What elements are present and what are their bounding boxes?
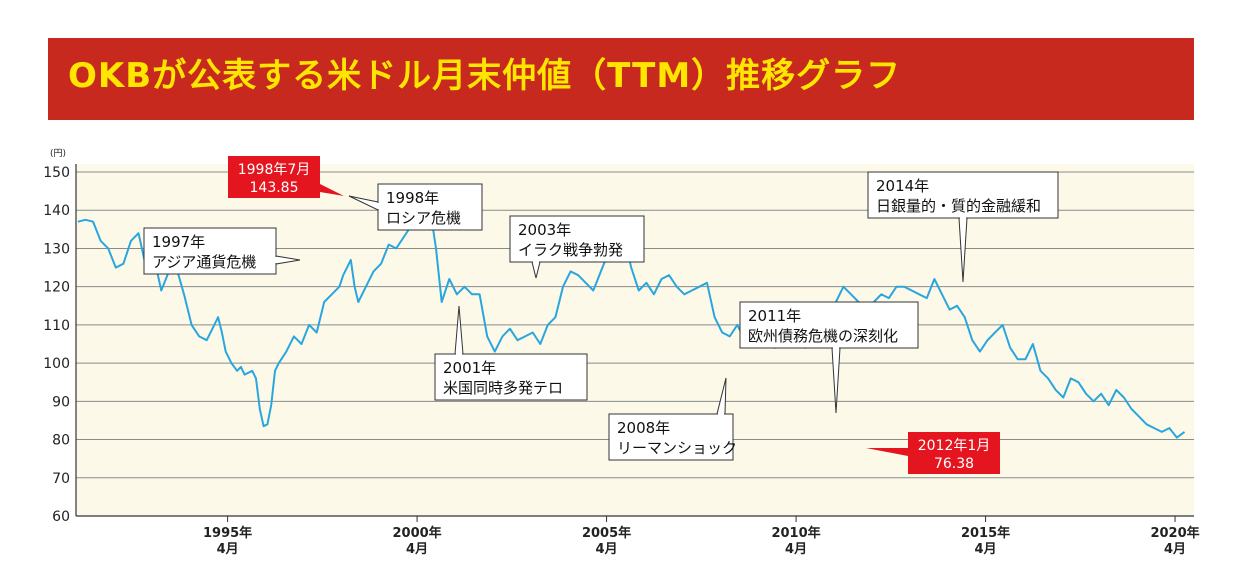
annotation-year: 2003年 <box>518 221 571 239</box>
y-tick-label: 120 <box>43 280 70 296</box>
callout-box <box>739 301 919 349</box>
annotation-year: 1997年 <box>152 233 205 251</box>
callout-box <box>143 227 277 275</box>
highlight-pointer <box>866 448 908 456</box>
annotation-year: 2011年 <box>748 307 801 325</box>
x-tick-label: 4月 <box>785 542 807 557</box>
y-tick-label: 70 <box>52 471 70 487</box>
annotation-event: 日銀量的・質的金融緩和 <box>876 197 1041 215</box>
y-tick-label: 110 <box>43 318 70 334</box>
y-tick-label: 140 <box>43 203 70 219</box>
highlight-date: 1998年7月 <box>238 162 311 178</box>
x-tick-label: 4月 <box>975 542 997 557</box>
highlight-value: 143.85 <box>250 180 299 196</box>
y-tick-label: 150 <box>43 165 70 181</box>
x-tick-label: 2010年 <box>771 525 820 541</box>
annotation-event: 欧州債務危機の深刻化 <box>748 327 898 345</box>
y-tick-label: 80 <box>52 433 70 449</box>
annotation-year: 2001年 <box>443 359 496 377</box>
annotation-year: 2014年 <box>876 177 929 195</box>
annotation-year: 1998年 <box>386 189 439 207</box>
x-tick-label: 2020年 <box>1150 525 1199 541</box>
x-tick-label: 4月 <box>1164 542 1186 557</box>
ttm-line-chart: 60708090100110120130140150(円)1995年4月2000… <box>43 148 1199 557</box>
y-tick-label: 90 <box>52 394 70 410</box>
annotation-event: リーマンショック <box>617 439 737 457</box>
y-unit-label: (円) <box>50 148 66 159</box>
x-tick-label: 4月 <box>596 542 618 557</box>
highlight-value: 76.38 <box>934 456 974 472</box>
highlight-box <box>228 156 320 198</box>
highlight-pointer <box>320 184 344 196</box>
title-bar: OKBが公表する米ドル月末仲値（TTM）推移グラフ <box>48 38 1194 120</box>
highlight-box <box>908 432 1000 474</box>
highlight-date: 2012年1月 <box>918 438 991 454</box>
callout-box <box>509 215 645 263</box>
series-line <box>77 194 1186 439</box>
callout-box <box>377 183 483 231</box>
chart-title: OKBが公表する米ドル月末仲値（TTM）推移グラフ <box>68 56 902 96</box>
y-tick-label: 60 <box>52 509 70 525</box>
x-tick-label: 2005年 <box>582 525 631 541</box>
annotation-event: イラク戦争勃発 <box>518 241 623 259</box>
x-tick-label: 4月 <box>406 542 428 557</box>
x-tick-label: 1995年 <box>203 525 252 541</box>
annotation-year: 2008年 <box>617 419 670 437</box>
callout-box <box>434 353 588 401</box>
annotation-event: ロシア危機 <box>386 209 461 227</box>
y-tick-label: 100 <box>43 356 70 372</box>
x-tick-label: 4月 <box>217 542 239 557</box>
annotation-event: アジア通貨危機 <box>152 253 256 271</box>
x-tick-label: 2000年 <box>392 525 441 541</box>
callout-box <box>608 413 734 461</box>
x-tick-label: 2015年 <box>961 525 1010 541</box>
annotation-event: 米国同時多発テロ <box>443 379 563 397</box>
y-tick-label: 130 <box>43 241 70 257</box>
